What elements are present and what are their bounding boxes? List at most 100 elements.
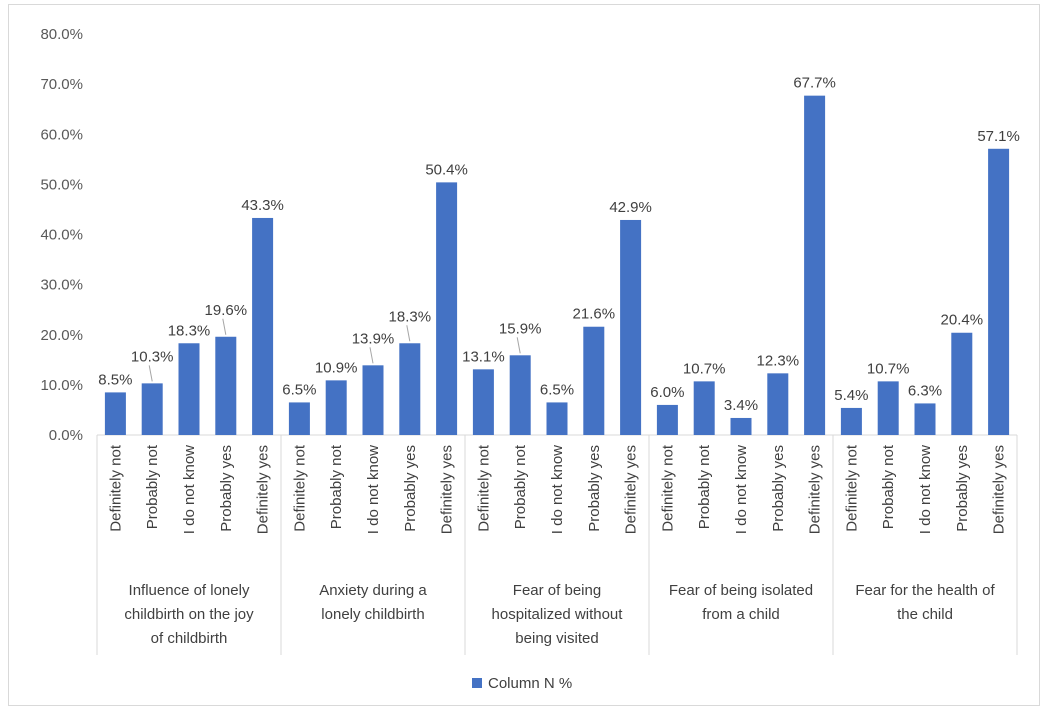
bar [252, 217, 274, 435]
y-tick-label: 70.0% [40, 76, 83, 93]
category-label: Definitely yes [623, 445, 640, 534]
bar [546, 402, 568, 435]
category-label: Definitely not [291, 444, 308, 532]
data-label: 18.3% [389, 308, 432, 325]
bar [620, 219, 642, 435]
data-label: 15.9% [499, 320, 542, 337]
y-tick-label: 40.0% [40, 227, 83, 244]
y-tick-label: 80.0% [40, 26, 83, 43]
group-label: of childbirth [151, 630, 228, 647]
category-label: Definitely not [843, 444, 860, 532]
data-label: 6.5% [540, 381, 574, 398]
data-label-leader [148, 365, 153, 382]
bar [877, 381, 899, 435]
data-label: 42.9% [609, 199, 652, 216]
bar [583, 326, 605, 435]
group-label: Anxiety during a [319, 582, 427, 599]
data-label-leader [406, 325, 411, 342]
category-label: Probably yes [402, 445, 419, 532]
bar [141, 383, 163, 435]
bar [104, 392, 126, 435]
bar [325, 380, 347, 435]
bar [509, 355, 531, 435]
category-label: Definitely yes [439, 445, 456, 534]
data-label: 21.6% [573, 306, 616, 323]
bar [656, 404, 678, 435]
data-label: 57.1% [977, 128, 1020, 145]
data-label: 10.9% [315, 359, 358, 376]
bar [988, 148, 1010, 435]
category-label: Definitely not [475, 444, 492, 532]
data-label-leader [516, 337, 521, 354]
bar [804, 95, 826, 435]
group-label: Fear for the health of [855, 582, 995, 599]
y-tick-label: 50.0% [40, 176, 83, 193]
category-label: Probably not [512, 444, 529, 529]
data-label: 13.1% [462, 348, 505, 365]
category-label: I do not know [549, 445, 566, 534]
y-tick-label: 10.0% [40, 377, 83, 394]
category-label: Probably yes [954, 445, 971, 532]
data-label: 8.5% [98, 371, 132, 388]
data-label: 10.7% [683, 360, 726, 377]
data-label: 6.5% [282, 381, 316, 398]
category-label: I do not know [365, 445, 382, 534]
bar [767, 373, 789, 435]
data-label-leader [222, 318, 227, 335]
data-label: 67.7% [793, 75, 836, 92]
bar [730, 417, 752, 435]
bar [436, 182, 458, 435]
group-label: from a child [702, 606, 780, 623]
category-label: Definitely yes [255, 445, 272, 534]
category-label: Probably yes [586, 445, 603, 532]
category-label: Probably yes [218, 445, 235, 532]
category-label: Definitely yes [991, 445, 1008, 534]
bar [693, 381, 715, 435]
group-label: lonely childbirth [321, 606, 424, 623]
data-label-leader [369, 347, 374, 364]
group-label: childbirth on the joy [124, 606, 254, 623]
bar [178, 343, 200, 435]
bar [914, 403, 936, 435]
group-label: Influence of lonely [129, 582, 250, 599]
group-label: Fear of being isolated [669, 582, 813, 599]
bar [472, 369, 494, 435]
data-label: 10.7% [867, 360, 910, 377]
y-tick-label: 20.0% [40, 327, 83, 344]
group-label: the child [897, 606, 953, 623]
category-label: Probably not [696, 444, 713, 529]
category-label: Definitely yes [807, 445, 824, 534]
data-label: 20.4% [941, 312, 984, 329]
group-label: Fear of being [513, 582, 601, 599]
bar [399, 343, 421, 435]
data-label: 43.3% [241, 197, 284, 214]
category-label: Probably yes [770, 445, 787, 532]
y-tick-label: 0.0% [49, 427, 83, 444]
data-label: 5.4% [834, 387, 868, 404]
bar [288, 402, 310, 435]
category-label: Definitely not [659, 444, 676, 532]
bar [840, 407, 862, 435]
group-label: being visited [515, 630, 598, 647]
bar [951, 332, 973, 435]
y-tick-label: 30.0% [40, 277, 83, 294]
legend-label: Column N % [488, 675, 572, 692]
data-label: 12.3% [757, 352, 800, 369]
legend-swatch [472, 678, 482, 688]
category-label: I do not know [733, 445, 750, 534]
category-label: Definitely not [107, 444, 124, 532]
data-label: 10.3% [131, 348, 174, 365]
data-label: 6.3% [908, 382, 942, 399]
category-label: I do not know [181, 445, 198, 534]
data-label: 3.4% [724, 397, 758, 414]
category-label: Probably not [328, 444, 345, 529]
data-label: 19.6% [205, 302, 248, 319]
data-label: 6.0% [650, 384, 684, 401]
bar [362, 365, 384, 435]
y-tick-label: 60.0% [40, 126, 83, 143]
bar [215, 336, 237, 435]
group-label: hospitalized without [492, 606, 624, 623]
category-label: I do not know [917, 445, 934, 534]
category-label: Probably not [880, 444, 897, 529]
